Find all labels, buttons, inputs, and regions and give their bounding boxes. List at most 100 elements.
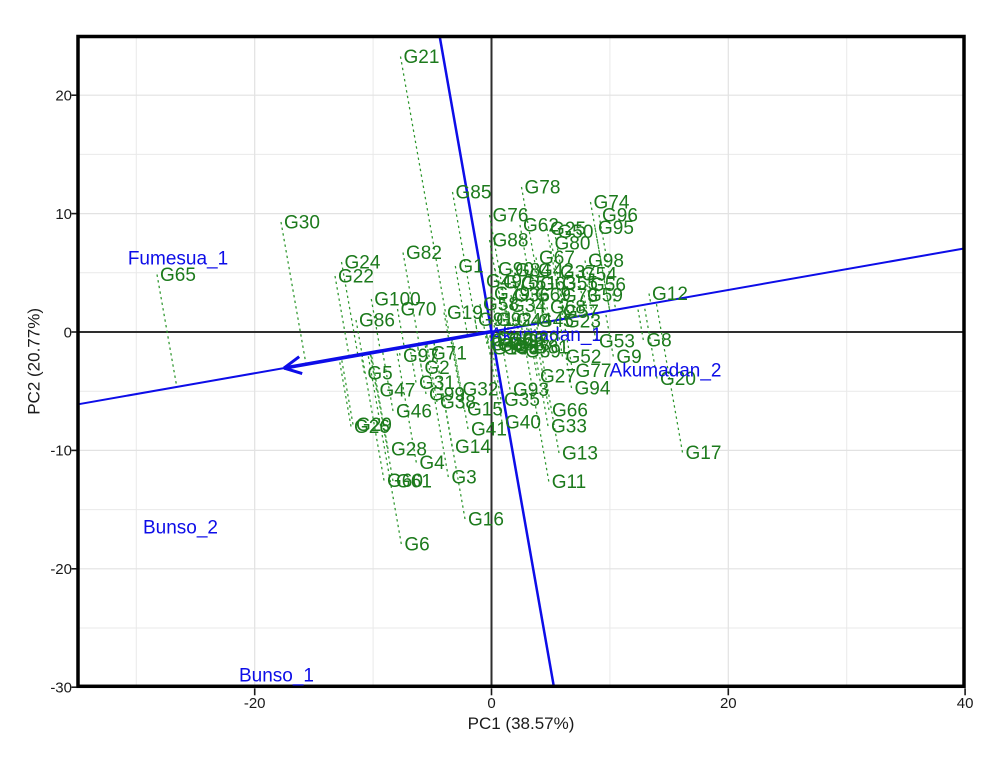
- svg-text:G61: G61: [396, 472, 432, 493]
- svg-text:G91: G91: [478, 310, 514, 331]
- svg-text:G80: G80: [555, 234, 591, 255]
- svg-text:G12: G12: [652, 284, 688, 305]
- svg-text:G98: G98: [588, 251, 624, 272]
- svg-text:G92: G92: [496, 310, 532, 331]
- svg-text:G51: G51: [521, 274, 557, 295]
- svg-text:G47: G47: [380, 381, 416, 402]
- svg-text:G19: G19: [447, 303, 483, 324]
- svg-text:G21: G21: [404, 47, 440, 68]
- svg-text:G66: G66: [552, 401, 588, 422]
- svg-text:G68: G68: [550, 298, 586, 319]
- svg-text:G87: G87: [514, 338, 550, 359]
- svg-text:G1: G1: [458, 257, 483, 278]
- svg-text:G18: G18: [492, 339, 528, 360]
- svg-text:PC2 (20.77%): PC2 (20.77%): [25, 308, 44, 415]
- svg-text:G14: G14: [455, 437, 491, 458]
- svg-text:G34: G34: [510, 296, 546, 317]
- svg-text:G63: G63: [540, 274, 576, 295]
- svg-text:G93: G93: [513, 380, 549, 401]
- svg-text:-20: -20: [50, 561, 72, 578]
- svg-text:20: 20: [55, 88, 72, 105]
- svg-text:G82: G82: [406, 243, 442, 264]
- svg-text:G78: G78: [525, 178, 561, 199]
- svg-text:G10: G10: [497, 330, 533, 351]
- svg-text:G53: G53: [599, 332, 635, 353]
- svg-text:G52: G52: [566, 347, 602, 368]
- svg-text:-20: -20: [244, 695, 266, 712]
- svg-text:G88: G88: [493, 231, 529, 252]
- svg-text:G32: G32: [463, 380, 499, 401]
- svg-text:20: 20: [720, 695, 737, 712]
- svg-text:G76: G76: [493, 206, 529, 227]
- svg-text:G79: G79: [494, 284, 530, 305]
- svg-text:G25: G25: [550, 219, 586, 240]
- svg-text:G13: G13: [562, 444, 598, 465]
- svg-text:PC1 (38.57%): PC1 (38.57%): [468, 714, 575, 733]
- svg-text:G94: G94: [575, 379, 611, 400]
- svg-text:G56: G56: [590, 275, 626, 296]
- svg-text:G50: G50: [558, 222, 594, 243]
- svg-text:G77: G77: [576, 361, 612, 382]
- svg-text:G26: G26: [354, 417, 390, 438]
- svg-text:G59: G59: [587, 286, 623, 307]
- svg-text:G16: G16: [468, 510, 504, 531]
- svg-text:G85: G85: [456, 183, 492, 204]
- svg-text:G24: G24: [345, 253, 381, 274]
- svg-text:G46: G46: [396, 402, 432, 423]
- svg-text:G4: G4: [419, 453, 445, 474]
- svg-text:G20: G20: [660, 369, 696, 390]
- svg-text:G2: G2: [424, 358, 449, 379]
- svg-text:G43: G43: [503, 339, 539, 360]
- svg-text:-30: -30: [50, 680, 72, 697]
- svg-text:G27: G27: [540, 367, 576, 388]
- svg-text:G72: G72: [523, 331, 559, 352]
- svg-text:G36: G36: [514, 286, 550, 307]
- svg-text:G54: G54: [581, 265, 617, 286]
- svg-text:G62: G62: [523, 216, 559, 237]
- svg-text:G15: G15: [467, 400, 503, 421]
- svg-text:G97: G97: [403, 346, 439, 367]
- svg-text:G84: G84: [515, 261, 551, 282]
- svg-text:G35: G35: [504, 390, 540, 411]
- svg-text:G33: G33: [551, 417, 587, 438]
- svg-text:G57: G57: [563, 302, 599, 323]
- svg-text:G60: G60: [387, 471, 423, 492]
- svg-text:G73: G73: [562, 286, 598, 307]
- svg-text:40: 40: [957, 695, 974, 712]
- svg-text:0: 0: [487, 695, 495, 712]
- svg-text:G8: G8: [646, 331, 671, 352]
- svg-text:G96: G96: [602, 206, 638, 227]
- svg-text:G81: G81: [533, 338, 569, 359]
- svg-text:G30: G30: [284, 213, 320, 234]
- svg-text:G90: G90: [498, 260, 534, 281]
- svg-text:G28: G28: [391, 440, 427, 461]
- svg-text:G6: G6: [404, 535, 429, 556]
- svg-text:Bunso_1: Bunso_1: [239, 666, 314, 687]
- svg-text:Fumesua_1: Fumesua_1: [128, 249, 228, 270]
- svg-text:-10: -10: [50, 443, 72, 460]
- svg-text:G9: G9: [616, 347, 641, 368]
- svg-text:G11: G11: [552, 472, 587, 493]
- svg-text:G64: G64: [498, 336, 534, 357]
- svg-text:G37: G37: [560, 263, 596, 284]
- svg-text:G38: G38: [440, 393, 476, 414]
- svg-text:G70: G70: [401, 300, 437, 321]
- svg-text:0: 0: [64, 324, 72, 341]
- svg-text:G75: G75: [503, 273, 539, 294]
- svg-text:G23: G23: [565, 312, 601, 333]
- svg-text:G42: G42: [538, 261, 574, 282]
- svg-text:G5: G5: [367, 364, 392, 385]
- svg-text:G71: G71: [431, 344, 467, 365]
- svg-text:G49: G49: [486, 272, 522, 293]
- svg-text:G55: G55: [562, 274, 598, 295]
- svg-text:G31: G31: [419, 373, 455, 394]
- svg-text:G86: G86: [359, 311, 395, 332]
- svg-text:G3: G3: [451, 468, 476, 489]
- svg-text:G48: G48: [490, 335, 526, 356]
- svg-text:G74: G74: [594, 193, 630, 214]
- svg-text:G83: G83: [509, 335, 545, 356]
- svg-text:G95: G95: [598, 218, 634, 239]
- svg-text:G89: G89: [508, 331, 544, 352]
- svg-text:G45: G45: [538, 311, 574, 332]
- svg-text:G22: G22: [338, 267, 374, 288]
